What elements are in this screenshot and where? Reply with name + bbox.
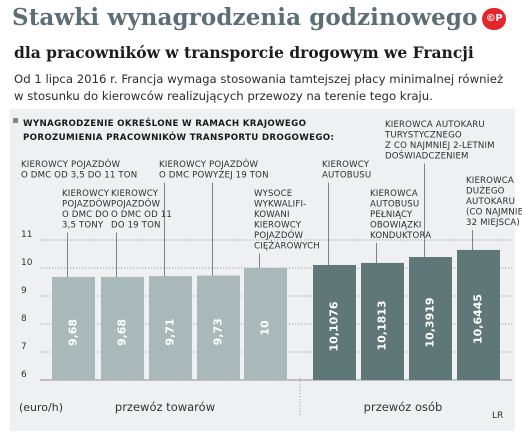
category-label-line: AUTOBUSU — [370, 200, 419, 210]
bar — [457, 249, 500, 380]
chart-subtitle: dla pracowników w transporcie drogowym w… — [14, 43, 474, 62]
chart-heading-line: WYNAGRODZENIE OKREŚLONE W RAMACH KRAJOWE… — [23, 117, 306, 129]
category-label-line: 3,5 TONY — [62, 221, 104, 231]
bar-value-label: 10,1813 — [376, 300, 389, 350]
category-label-line: POJAZDÓW — [254, 229, 304, 241]
y-tick-label: 8 — [21, 314, 27, 324]
category-label-line: WYSOCE — [254, 189, 292, 199]
y-axis-unit: (euro/h) — [19, 401, 63, 414]
y-tick-label: 11 — [21, 230, 32, 240]
y-tick-label: 10 — [21, 258, 33, 268]
category-label-line: KIEROWCY — [111, 189, 159, 199]
category-label-line: DO 19 TON — [111, 221, 161, 231]
category-label-line: WYKWALIFI- — [254, 200, 306, 210]
bar-value-label: 9,73 — [212, 318, 225, 345]
category-label-line: AUTOKARU — [466, 197, 515, 207]
category-label-line: O DMC OD 11 — [111, 210, 172, 220]
bar — [52, 276, 95, 380]
publisher-logo: ©P — [482, 8, 506, 30]
intro-text: Od 1 lipca 2016 r. Francja wymaga stosow… — [14, 72, 504, 103]
category-label-line: O DMC OD 3,5 DO 11 TON — [21, 171, 137, 181]
category-label-line: CIĘŻAROWYCH — [254, 241, 320, 252]
category-label-line: PEŁNIĄCY — [370, 210, 413, 220]
category-label-line: KIEROWCY POJAZDÓW — [21, 158, 121, 170]
bar — [244, 268, 287, 380]
bar-value-label: 10,1076 — [328, 301, 341, 351]
category-label-line: AUTOBUSU — [322, 171, 371, 181]
author-credit: LR — [492, 411, 503, 421]
bar — [101, 276, 144, 380]
bar-value-label: 9,68 — [67, 319, 80, 346]
category-label-line: POJAZDÓW — [62, 198, 112, 210]
group-label: przewóz towarów — [115, 400, 215, 414]
heading-bullet — [13, 118, 18, 123]
category-label-line: O DMC DO — [62, 210, 109, 220]
category-label-line: (CO NAJMNIEJ — [466, 208, 522, 218]
bar-value-label: 10 — [259, 320, 272, 336]
bar — [313, 264, 356, 380]
category-label-line: KIEROWCY — [62, 189, 110, 199]
bar — [361, 262, 404, 380]
bar-value-label: 9,71 — [164, 318, 177, 345]
category-label-line: Z CO NAJMNIEJ 2-LETNIM — [385, 141, 495, 151]
category-label-line: KIEROWCY — [322, 160, 370, 170]
category-label-line: KIEROWCA AUTOKARU — [385, 120, 485, 130]
category-label-line: KONDUKTORA — [370, 231, 431, 241]
chart-heading-line: POROZUMIENIA PRACOWNIKÓW TRANSPORTU DROG… — [23, 131, 334, 143]
category-label-line: TURYSTYCZNEGO — [384, 131, 462, 141]
y-tick-label: 9 — [21, 286, 27, 296]
bar — [409, 257, 452, 380]
bar-value-label: 10,6445 — [472, 294, 485, 344]
category-label-line: POJAZDÓW — [111, 198, 161, 210]
bar-value-label: 9,68 — [116, 319, 129, 346]
category-label-line: KOWANI — [254, 210, 290, 220]
bar — [197, 275, 240, 380]
category-label-line: KIEROWCA — [466, 176, 514, 186]
category-label-line: KIEROWCA — [370, 189, 418, 199]
y-tick-label: 6 — [21, 370, 27, 380]
category-label-line: 32 MIEJSCA) — [466, 218, 520, 228]
group-label: przewóz osób — [364, 400, 443, 414]
category-label-line: KIEROWCY — [254, 221, 302, 231]
y-tick-label: 7 — [21, 342, 27, 352]
category-label-line: O DMC POWYŻEJ 19 TON — [159, 170, 269, 181]
category-label-line: OBOWIĄZKI — [370, 221, 422, 231]
category-label-line: KIEROWCY POJAZDÓW — [159, 158, 259, 170]
category-label-line: DOŚWIADCZENIEM — [385, 150, 469, 162]
bar-value-label: 10,3919 — [424, 297, 437, 347]
chart-title: Stawki wynagrodzenia godzinowego — [12, 4, 478, 31]
bar — [149, 276, 192, 380]
category-label-line: DUŻEGO — [466, 186, 505, 197]
